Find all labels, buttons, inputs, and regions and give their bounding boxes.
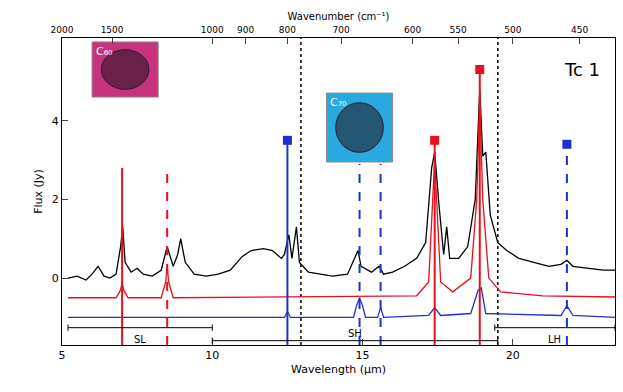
svg-text:800: 800 — [279, 25, 296, 35]
svg-text:SL: SL — [134, 334, 146, 345]
svg-text:1500: 1500 — [101, 25, 124, 35]
svg-text:1000: 1000 — [201, 25, 224, 35]
svg-text:Tc 1: Tc 1 — [564, 59, 600, 80]
svg-text:900: 900 — [237, 25, 254, 35]
svg-text:20: 20 — [506, 349, 520, 362]
svg-text:LH: LH — [548, 334, 561, 345]
svg-text:450: 450 — [571, 25, 588, 35]
svg-text:600: 600 — [404, 25, 421, 35]
svg-text:4: 4 — [52, 115, 59, 128]
svg-text:10: 10 — [205, 349, 219, 362]
svg-text:Wavelength (µm): Wavelength (µm) — [291, 363, 386, 376]
svg-text:0: 0 — [52, 272, 59, 285]
svg-text:Flux (Jy): Flux (Jy) — [32, 169, 45, 214]
svg-text:500: 500 — [504, 25, 521, 35]
svg-text:15: 15 — [356, 349, 370, 362]
svg-text:C₇₀: C₇₀ — [330, 96, 347, 109]
svg-text:2000: 2000 — [51, 25, 74, 35]
svg-text:700: 700 — [332, 25, 349, 35]
svg-text:5: 5 — [59, 349, 66, 362]
svg-text:C₆₀: C₆₀ — [96, 45, 113, 58]
svg-text:SH: SH — [348, 328, 362, 339]
svg-text:550: 550 — [450, 25, 467, 35]
svg-text:Wavenumber (cm⁻¹): Wavenumber (cm⁻¹) — [288, 11, 390, 22]
svg-text:2: 2 — [52, 193, 59, 206]
